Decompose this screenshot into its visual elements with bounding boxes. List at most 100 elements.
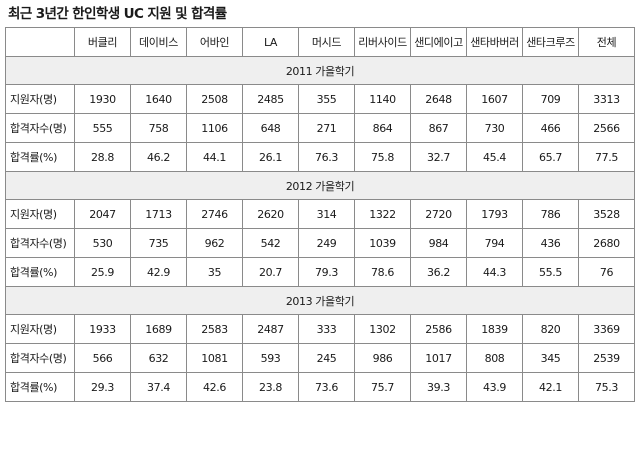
- data-cell: 2047: [74, 199, 131, 229]
- data-cell: 2485: [242, 84, 299, 114]
- table-row: 합격률(%) 28.8 46.2 44.1 26.1 76.3 75.8 32.7 45.4 65…: [5, 142, 635, 172]
- data-cell: 593: [242, 343, 299, 373]
- data-cell: 36.2: [410, 257, 467, 287]
- data-cell: 1322: [354, 199, 411, 229]
- data-cell: 75.7: [354, 372, 411, 402]
- data-cell: 864: [354, 113, 411, 143]
- data-cell: 2680: [578, 228, 635, 258]
- section-header-row: 2012 가을학기: [5, 171, 635, 200]
- data-cell: 466: [522, 113, 579, 143]
- data-cell: 1607: [466, 84, 523, 114]
- data-cell: 2583: [186, 314, 243, 344]
- data-cell: 78.6: [354, 257, 411, 287]
- col-header: 버클리: [74, 27, 131, 57]
- table-title: 최근 3년간 한인학생 UC 지원 및 합격률: [8, 6, 227, 22]
- row-label: 합격률(%): [5, 372, 75, 402]
- data-cell: 555: [74, 113, 131, 143]
- data-cell: 314: [298, 199, 355, 229]
- row-label: 합격률(%): [5, 142, 75, 172]
- table-row: 합격자수(명) 555 758 1106 648 271 864 867 730 466 2566: [5, 113, 635, 143]
- data-cell: 73.6: [298, 372, 355, 402]
- data-cell: 566: [74, 343, 131, 373]
- data-cell: 75.8: [354, 142, 411, 172]
- row-label: 합격률(%): [5, 257, 75, 287]
- data-cell: 1933: [74, 314, 131, 344]
- data-cell: 867: [410, 113, 467, 143]
- data-cell: 271: [298, 113, 355, 143]
- data-cell: 2720: [410, 199, 467, 229]
- row-label: 합격자수(명): [5, 228, 75, 258]
- section-year-label: 2011 가을학기: [5, 56, 635, 85]
- col-header: 데이비스: [130, 27, 187, 57]
- table-row: 지원자(명) 1930 1640 2508 2485 355 1140 2648 1607 709…: [5, 84, 635, 114]
- col-header: 샌타크루즈: [522, 27, 579, 57]
- data-cell: 2746: [186, 199, 243, 229]
- data-cell: 345: [522, 343, 579, 373]
- data-cell: 648: [242, 113, 299, 143]
- table-row: 지원자(명) 1933 1689 2583 2487 333 1302 2586 1839 820…: [5, 314, 635, 344]
- data-cell: 735: [130, 228, 187, 258]
- table-row: 합격률(%) 25.9 42.9 35 20.7 79.3 78.6 36.2 44.3 55.5…: [5, 257, 635, 287]
- data-cell: 249: [298, 228, 355, 258]
- data-cell: 530: [74, 228, 131, 258]
- row-label: 지원자(명): [5, 84, 75, 114]
- data-cell: 632: [130, 343, 187, 373]
- data-cell: 37.4: [130, 372, 187, 402]
- data-cell: 2648: [410, 84, 467, 114]
- data-cell: 75.3: [578, 372, 635, 402]
- data-cell: 709: [522, 84, 579, 114]
- data-cell: 786: [522, 199, 579, 229]
- data-cell: 962: [186, 228, 243, 258]
- data-cell: 43.9: [466, 372, 523, 402]
- data-cell: 2508: [186, 84, 243, 114]
- data-cell: 29.3: [74, 372, 131, 402]
- table-row: 합격률(%) 29.3 37.4 42.6 23.8 73.6 75.7 39.3 43.9 42…: [5, 372, 635, 402]
- data-cell: 1930: [74, 84, 131, 114]
- data-cell: 77.5: [578, 142, 635, 172]
- data-cell: 65.7: [522, 142, 579, 172]
- data-cell: 794: [466, 228, 523, 258]
- data-cell: 542: [242, 228, 299, 258]
- data-cell: 44.1: [186, 142, 243, 172]
- data-cell: 808: [466, 343, 523, 373]
- data-cell: 20.7: [242, 257, 299, 287]
- data-cell: 42.9: [130, 257, 187, 287]
- data-cell: 1017: [410, 343, 467, 373]
- data-cell: 45.4: [466, 142, 523, 172]
- data-cell: 55.5: [522, 257, 579, 287]
- col-header: 샌타바버러: [466, 27, 523, 57]
- section-year-label: 2012 가을학기: [5, 171, 635, 200]
- col-header: 어바인: [186, 27, 243, 57]
- table-body: 2011 가을학기 지원자(명) 1930 1640 2508 2485 355 1140 26…: [5, 56, 635, 402]
- col-header: 샌디에이고: [410, 27, 467, 57]
- data-cell: 820: [522, 314, 579, 344]
- table-row: 합격자수(명) 530 735 962 542 249 1039 984 794 436 2680: [5, 228, 635, 258]
- section-header-row: 2013 가을학기: [5, 286, 635, 315]
- data-cell: 2539: [578, 343, 635, 373]
- data-cell: 2620: [242, 199, 299, 229]
- admission-table: 버클리 데이비스 어바인 LA 머시드 리버사이드 샌디에이고 샌타바버러 샌타…: [5, 27, 635, 402]
- data-cell: 46.2: [130, 142, 187, 172]
- table-row: 합격자수(명) 566 632 1081 593 245 986 1017 808 345 2539: [5, 343, 635, 373]
- data-cell: 3369: [578, 314, 635, 344]
- data-cell: 1793: [466, 199, 523, 229]
- data-cell: 76.3: [298, 142, 355, 172]
- data-cell: 2586: [410, 314, 467, 344]
- table-row: 지원자(명) 2047 1713 2746 2620 314 1322 2720 1793 786…: [5, 199, 635, 229]
- col-header: 머시드: [298, 27, 355, 57]
- data-cell: 2566: [578, 113, 635, 143]
- row-label: 합격자수(명): [5, 113, 75, 143]
- data-cell: 1140: [354, 84, 411, 114]
- data-cell: 436: [522, 228, 579, 258]
- data-cell: 1106: [186, 113, 243, 143]
- section-header-row: 2011 가을학기: [5, 56, 635, 85]
- data-cell: 986: [354, 343, 411, 373]
- data-cell: 3528: [578, 199, 635, 229]
- data-cell: 984: [410, 228, 467, 258]
- data-cell: 35: [186, 257, 243, 287]
- data-cell: 1689: [130, 314, 187, 344]
- data-cell: 28.8: [74, 142, 131, 172]
- corner-cell: [5, 27, 75, 57]
- data-cell: 39.3: [410, 372, 467, 402]
- data-cell: 758: [130, 113, 187, 143]
